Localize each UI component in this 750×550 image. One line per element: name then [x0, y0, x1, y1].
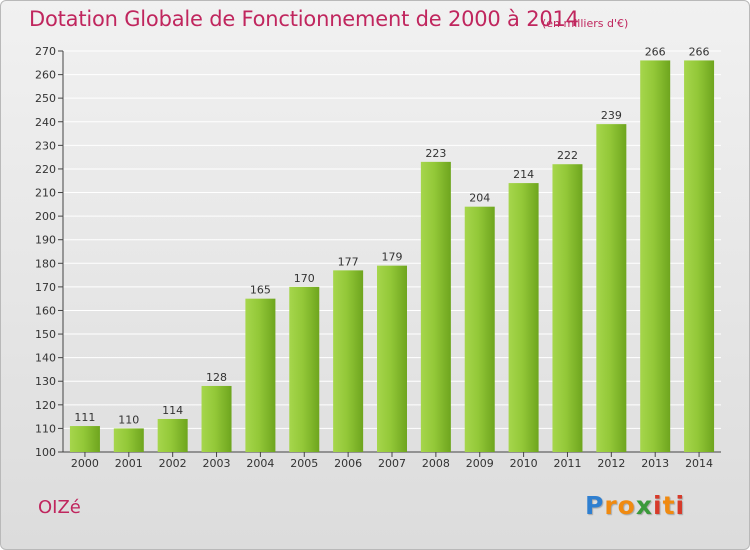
y-tick-label: 190: [35, 234, 56, 247]
bar-2006: [333, 270, 364, 452]
value-label: 110: [118, 413, 139, 426]
x-tick-label: 2002: [159, 457, 187, 470]
y-tick-label: 220: [35, 163, 56, 176]
value-label: 170: [294, 272, 315, 285]
proxiti-logo[interactable]: Proxiti: [585, 491, 685, 520]
value-labels: 111 110 114 128 165 170 177 179 223 204 214 222 239 2…: [74, 45, 709, 426]
x-tick-label: 2010: [510, 457, 538, 470]
bar-2005: [289, 286, 320, 452]
bar-2011: [552, 164, 583, 453]
y-tick-label: 140: [35, 352, 56, 365]
value-label: 214: [513, 168, 534, 181]
chart-subtitle: (en milliers d'€): [542, 17, 629, 30]
bar-2007: [377, 265, 407, 452]
y-tick-label: 200: [35, 210, 56, 223]
x-tick-label: 2011: [553, 457, 581, 470]
bars: [69, 60, 715, 453]
value-label: 177: [338, 255, 359, 268]
x-tick-label: 2004: [246, 457, 274, 470]
value-label: 222: [557, 149, 578, 162]
value-label: 239: [601, 109, 622, 122]
value-label: 165: [250, 284, 271, 297]
value-label: 223: [425, 147, 446, 160]
bar-2001: [113, 428, 144, 452]
y-tick-label: 110: [35, 422, 56, 435]
y-tick-label: 240: [35, 116, 56, 129]
value-label: 179: [382, 251, 403, 264]
y-tick-label: 100: [35, 446, 56, 459]
logo-letter: o: [617, 491, 636, 520]
value-label: 114: [162, 404, 183, 417]
y-tick-label: 260: [35, 69, 56, 82]
bar-2002: [157, 418, 188, 452]
x-tick-label: 2013: [641, 457, 669, 470]
y-tick-label: 230: [35, 139, 56, 152]
y-tick-label: 130: [35, 375, 56, 388]
x-tick-label: 2001: [115, 457, 143, 470]
bar-2009: [464, 206, 495, 452]
bar-2004: [245, 298, 276, 452]
y-tick-label: 210: [35, 187, 56, 200]
y-tick-label: 270: [35, 45, 56, 58]
value-label: 266: [645, 45, 666, 58]
bar-2014: [684, 60, 715, 452]
x-tick-label: 2014: [685, 457, 713, 470]
x-tick-label: 2012: [597, 457, 625, 470]
bar-2010: [508, 183, 539, 452]
bar-2000: [69, 426, 100, 452]
x-tick-label: 2007: [378, 457, 406, 470]
x-tick-label: 2000: [71, 457, 99, 470]
value-label: 204: [469, 192, 490, 205]
value-label: 128: [206, 371, 227, 384]
x-tick-label: 2009: [466, 457, 494, 470]
x-tick-label: 2006: [334, 457, 362, 470]
logo-letter: P: [585, 491, 605, 520]
logo-letter: r: [604, 491, 618, 520]
logo-letter: t: [662, 491, 676, 520]
y-tick-label: 150: [35, 328, 56, 341]
logo-letter: x: [635, 491, 653, 520]
y-tick-label: 250: [35, 92, 56, 105]
x-tick-label: 2005: [290, 457, 318, 470]
y-tick-label: 160: [35, 304, 56, 317]
bar-2012: [596, 124, 627, 452]
value-label: 111: [74, 411, 95, 424]
bar-2013: [640, 60, 671, 452]
x-tick-label: 2008: [422, 457, 450, 470]
y-tick-label: 170: [35, 281, 56, 294]
commune-name: OIZé: [38, 497, 81, 518]
x-tick-label: 2003: [203, 457, 231, 470]
logo-letter: i: [675, 491, 686, 520]
bar-2008: [420, 161, 451, 453]
value-label: 266: [689, 45, 710, 58]
bar-2003: [201, 385, 232, 452]
logo-letter: i: [653, 491, 663, 520]
y-tick-label: 120: [35, 399, 56, 412]
chart-title: Dotation Globale de Fonctionnement de 20…: [29, 7, 579, 31]
y-tick-label: 180: [35, 257, 56, 270]
